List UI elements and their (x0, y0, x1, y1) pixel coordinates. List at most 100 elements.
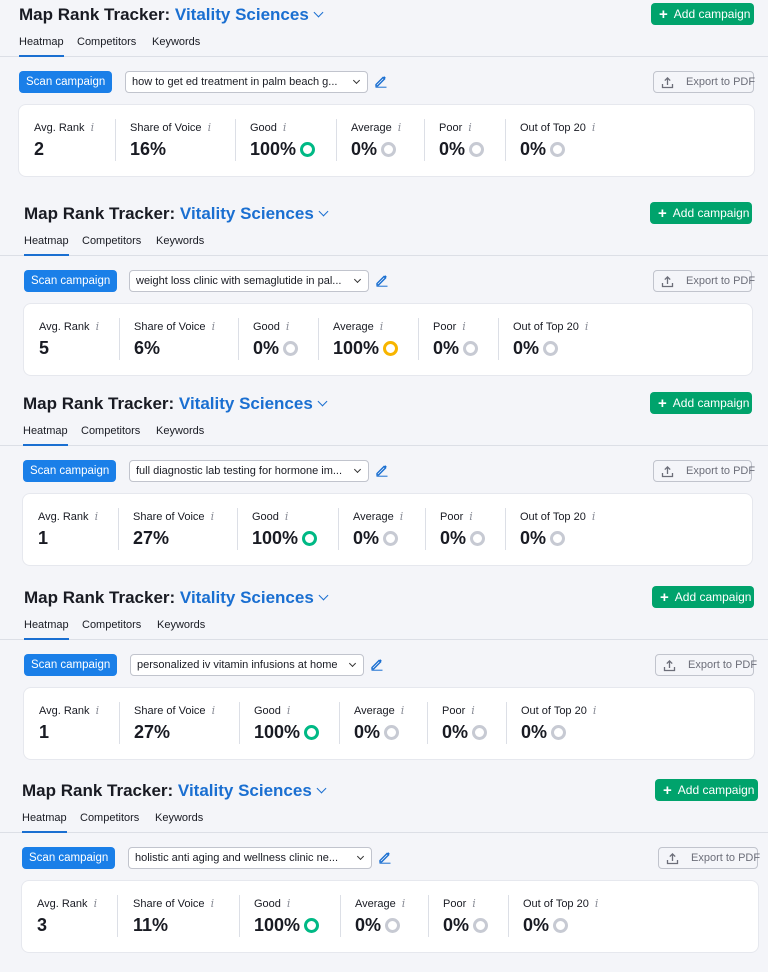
section-header: Map Rank Tracker: Vitality Sciences + Add … (0, 586, 768, 616)
info-icon[interactable]: i (462, 320, 466, 333)
keyword-select[interactable]: full diagnostic lab testing for hormone … (129, 460, 369, 482)
info-icon[interactable]: i (211, 704, 216, 717)
info-icon[interactable]: i (468, 121, 472, 134)
pencil-icon[interactable] (370, 657, 386, 673)
tab-competitors[interactable]: Competitors (82, 235, 142, 247)
tab-keywords[interactable]: Keywords (156, 235, 205, 247)
keyword-select[interactable]: weight loss clinic with semaglutide in p… (129, 270, 369, 292)
tab-heatmap[interactable]: Heatmap (19, 36, 64, 57)
info-icon[interactable]: i (591, 121, 596, 134)
metric-value-text: 5 (39, 338, 50, 358)
tab-keywords[interactable]: Keywords (152, 36, 201, 48)
tab-heatmap[interactable]: Heatmap (23, 425, 68, 446)
metric-label: Avg. Rank i (38, 510, 98, 523)
export-pdf-button[interactable]: Export to PDF (653, 460, 755, 482)
tab-keywords[interactable]: Keywords (155, 812, 204, 824)
info-icon[interactable]: i (469, 510, 473, 523)
metric-label: Poor i (442, 704, 475, 717)
campaign-selector[interactable]: Vitality Sciences (179, 588, 314, 607)
info-icon[interactable]: i (95, 320, 100, 333)
add-campaign-button[interactable]: + Add campaign (651, 3, 754, 25)
add-campaign-button[interactable]: + Add campaign (655, 779, 758, 801)
info-icon[interactable]: i (207, 121, 212, 134)
pencil-icon[interactable] (378, 850, 394, 866)
info-icon[interactable]: i (210, 510, 215, 523)
info-icon[interactable]: i (594, 897, 599, 910)
status-ring-icon (381, 142, 397, 157)
metric-label-text: Out of Top 20 (513, 321, 579, 333)
scan-campaign-button[interactable]: Scan campaign (22, 847, 116, 869)
export-pdf-button[interactable]: Export to PDF (658, 847, 760, 869)
metric-divider (119, 702, 120, 744)
info-icon[interactable]: i (379, 320, 384, 333)
keyword-value: how to get ed treatment in palm beach g.… (132, 76, 338, 88)
scan-campaign-button[interactable]: Scan campaign (23, 460, 117, 482)
scan-campaign-button[interactable]: Scan campaign (24, 654, 118, 676)
info-icon[interactable]: i (94, 510, 99, 523)
tab-heatmap[interactable]: Heatmap (24, 235, 69, 256)
metric-divider (505, 508, 506, 550)
tab-competitors[interactable]: Competitors (77, 36, 137, 48)
chevron-down-icon[interactable] (318, 206, 329, 217)
metric-label-text: Good (254, 705, 281, 717)
campaign-selector[interactable]: Vitality Sciences (179, 204, 314, 223)
info-icon[interactable]: i (401, 897, 406, 910)
info-icon[interactable]: i (211, 320, 216, 333)
tab-keywords[interactable]: Keywords (156, 425, 205, 437)
info-icon[interactable]: i (95, 704, 100, 717)
tab-heatmap[interactable]: Heatmap (22, 812, 67, 833)
metric-value-text: 0% (253, 338, 280, 358)
info-icon[interactable]: i (591, 510, 596, 523)
upload-icon (661, 76, 680, 89)
chevron-down-icon[interactable] (317, 396, 328, 407)
metrics-card: Avg. Rank i 5 Share of Voice i 6% Good i 0% Avera… (24, 304, 752, 375)
keyword-select[interactable]: holistic anti aging and wellness clinic … (128, 847, 372, 869)
chevron-down-icon[interactable] (313, 7, 324, 18)
tab-competitors[interactable]: Competitors (82, 619, 142, 631)
info-icon[interactable]: i (284, 510, 289, 523)
add-campaign-button[interactable]: + Add campaign (652, 586, 754, 608)
info-icon[interactable]: i (400, 704, 405, 717)
tab-competitors[interactable]: Competitors (80, 812, 140, 824)
tab-heatmap[interactable]: Heatmap (24, 619, 69, 640)
tab-keywords[interactable]: Keywords (157, 619, 206, 631)
metric-value: 100% (333, 338, 399, 359)
status-ring-icon (472, 725, 488, 740)
metric-label-text: Poor (442, 705, 466, 717)
metric-label-text: Out of Top 20 (520, 511, 586, 523)
info-icon[interactable]: i (286, 704, 291, 717)
info-icon[interactable]: i (210, 897, 215, 910)
campaign-selector[interactable]: Vitality Sciences (174, 5, 309, 24)
metrics-card: Avg. Rank i 1 Share of Voice i 27% Good i 100% Av… (24, 688, 754, 759)
scan-campaign-button[interactable]: Scan campaign (24, 270, 118, 292)
pencil-icon[interactable] (375, 273, 391, 289)
info-icon[interactable]: i (285, 320, 290, 333)
keyword-select[interactable]: personalized iv vitamin infusions at hom… (130, 654, 364, 676)
scan-campaign-button[interactable]: Scan campaign (19, 71, 113, 93)
info-icon[interactable]: i (397, 121, 402, 134)
campaign-selector[interactable]: Vitality Sciences (177, 781, 312, 800)
add-campaign-button[interactable]: + Add campaign (650, 202, 752, 224)
chevron-down-icon[interactable] (318, 590, 329, 601)
info-icon[interactable]: i (282, 121, 287, 134)
export-pdf-button[interactable]: Export to PDF (653, 270, 755, 292)
export-pdf-button[interactable]: Export to PDF (655, 654, 757, 676)
tab-competitors[interactable]: Competitors (81, 425, 141, 437)
info-icon[interactable]: i (90, 121, 95, 134)
pencil-icon[interactable] (374, 74, 390, 90)
info-icon[interactable]: i (584, 320, 589, 333)
info-icon[interactable]: i (472, 897, 476, 910)
metric-label-text: Out of Top 20 (523, 898, 589, 910)
info-icon[interactable]: i (286, 897, 291, 910)
info-icon[interactable]: i (399, 510, 404, 523)
info-icon[interactable]: i (471, 704, 475, 717)
keyword-select[interactable]: how to get ed treatment in palm beach g.… (125, 71, 368, 93)
status-ring-icon (304, 918, 320, 933)
export-pdf-button[interactable]: Export to PDF (653, 71, 755, 93)
campaign-selector[interactable]: Vitality Sciences (178, 394, 313, 413)
info-icon[interactable]: i (93, 897, 98, 910)
add-campaign-button[interactable]: + Add campaign (650, 392, 752, 414)
info-icon[interactable]: i (592, 704, 597, 717)
pencil-icon[interactable] (375, 463, 391, 479)
chevron-down-icon[interactable] (316, 783, 327, 794)
